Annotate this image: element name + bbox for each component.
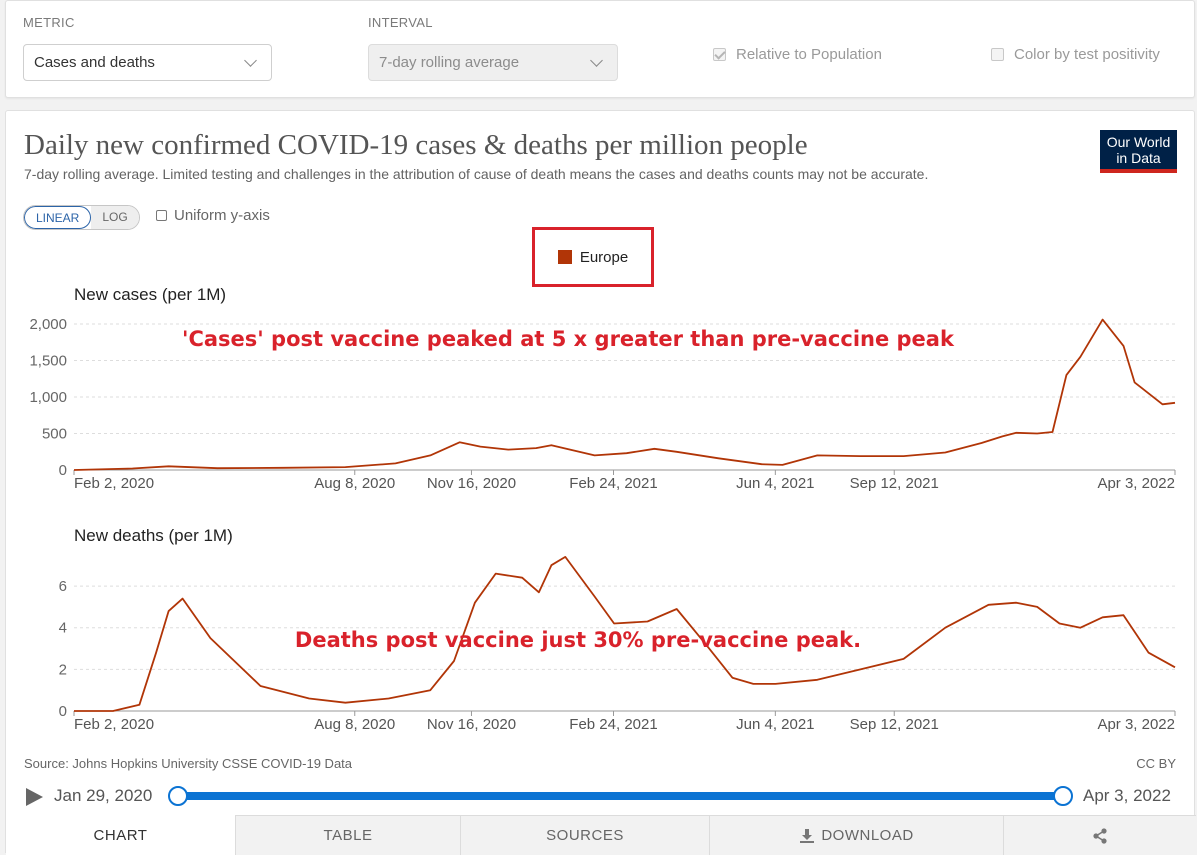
- scale-toggle: LINEAR LOG: [23, 205, 140, 230]
- x-tick-label: Aug 8, 2020: [314, 716, 395, 733]
- x-tick-label: Nov 16, 2020: [427, 716, 516, 733]
- chart-title: Daily new confirmed COVID-19 cases & dea…: [24, 129, 808, 161]
- x-tick-label: Apr 3, 2022: [1097, 716, 1175, 733]
- legend-label: Europe: [579, 248, 629, 266]
- tab-bar: CHART TABLE SOURCES DOWNLOAD: [6, 815, 1196, 855]
- panel-title: New deaths (per 1M): [74, 526, 233, 545]
- logo-line-1: Our World: [1106, 134, 1171, 150]
- legend[interactable]: Europe: [532, 227, 654, 287]
- relative-checkbox[interactable]: [713, 48, 726, 61]
- x-tick-label: Sep 12, 2021: [850, 716, 939, 733]
- timeline-start-label: Jan 29, 2020: [54, 786, 153, 805]
- y-tick-label: 0: [59, 703, 67, 720]
- download-icon: [800, 828, 815, 843]
- owid-logo[interactable]: Our World in Data: [1100, 130, 1177, 173]
- timeline-start-handle[interactable]: [168, 786, 188, 806]
- y-tick-label: 500: [42, 426, 67, 443]
- interval-label: INTERVAL: [368, 15, 433, 30]
- y-tick-label: 1,000: [29, 389, 67, 406]
- y-tick-label: 2,000: [29, 316, 67, 333]
- metric-value: Cases and deaths: [34, 54, 155, 71]
- x-tick-label: Feb 24, 2021: [569, 475, 657, 492]
- tab-chart-label: CHART: [93, 826, 148, 844]
- panel-title: New cases (per 1M): [74, 285, 226, 304]
- relative-to-population-option[interactable]: Relative to Population: [713, 46, 882, 63]
- tab-sources-label: SOURCES: [546, 827, 624, 844]
- timeline-end-label: Apr 3, 2022: [1083, 786, 1171, 805]
- chart-subtitle: 7-day rolling average. Limited testing a…: [24, 166, 929, 182]
- timeline: Jan 29, 2020 Apr 3, 2022: [6, 779, 1196, 813]
- x-tick-label: Feb 2, 2020: [74, 475, 154, 492]
- x-tick-label: Feb 2, 2020: [74, 716, 154, 733]
- tab-sources[interactable]: SOURCES: [461, 815, 710, 855]
- series-line-europe: [73, 318, 1176, 471]
- color-by-positivity-option[interactable]: Color by test positivity: [991, 46, 1160, 63]
- series-line-europe: [74, 555, 1176, 712]
- positivity-checkbox[interactable]: [991, 48, 1004, 61]
- log-scale-button[interactable]: LOG: [91, 206, 139, 229]
- linear-scale-button[interactable]: LINEAR: [24, 206, 92, 229]
- x-tick-label: Sep 12, 2021: [850, 475, 939, 492]
- interval-value: 7-day rolling average: [379, 54, 520, 71]
- legend-swatch: [557, 250, 572, 264]
- x-tick-label: Aug 8, 2020: [314, 475, 395, 492]
- share-icon: [1093, 827, 1107, 844]
- logo-line-2: in Data: [1116, 150, 1161, 166]
- timeline-track[interactable]: [178, 792, 1064, 800]
- metric-select[interactable]: Cases and deaths: [23, 44, 272, 81]
- metric-label: METRIC: [23, 15, 75, 30]
- tab-share[interactable]: [1004, 815, 1196, 855]
- x-tick-label: Nov 16, 2020: [427, 475, 516, 492]
- chart-annotation: Deaths post vaccine just 30% pre-vaccine…: [295, 628, 861, 652]
- play-icon[interactable]: [26, 788, 43, 806]
- positivity-label: Color by test positivity: [1014, 46, 1160, 63]
- chart-annotation: 'Cases' post vaccine peaked at 5 x great…: [182, 327, 955, 351]
- tab-chart[interactable]: CHART: [6, 815, 236, 855]
- x-tick-label: Feb 24, 2021: [569, 716, 657, 733]
- controls-bar: METRIC Cases and deaths INTERVAL 7-day r…: [5, 0, 1195, 98]
- uniform-checkbox[interactable]: [156, 210, 167, 221]
- uniform-label: Uniform y-axis: [174, 207, 270, 224]
- tab-table[interactable]: TABLE: [236, 815, 461, 855]
- x-tick-label: Apr 3, 2022: [1097, 475, 1175, 492]
- tab-table-label: TABLE: [323, 827, 373, 844]
- x-tick-label: Jun 4, 2021: [736, 716, 814, 733]
- timeline-end-handle[interactable]: [1053, 786, 1073, 806]
- y-tick-label: 4: [59, 620, 67, 637]
- chart-card: Daily new confirmed COVID-19 cases & dea…: [5, 110, 1196, 855]
- uniform-y-axis-option[interactable]: Uniform y-axis: [156, 207, 270, 224]
- y-tick-label: 1,500: [29, 353, 67, 370]
- charts-svg: New cases (per 1M) 0 500 1,000 1,500 2,000 Feb…: [29, 285, 1176, 733]
- y-tick-label: 6: [59, 578, 67, 595]
- chevron-down-icon: [244, 53, 257, 67]
- y-tick-label: 2: [59, 661, 67, 678]
- relative-label: Relative to Population: [736, 46, 882, 63]
- interval-select[interactable]: 7-day rolling average: [368, 44, 618, 81]
- y-tick-label: 0: [59, 462, 67, 479]
- tab-download-label: DOWNLOAD: [821, 827, 914, 844]
- source-note[interactable]: Source: Johns Hopkins University CSSE CO…: [24, 756, 353, 771]
- license-link[interactable]: CC BY: [1136, 756, 1176, 771]
- x-tick-label: Jun 4, 2021: [736, 475, 814, 492]
- chevron-down-icon: [590, 53, 603, 67]
- tab-download[interactable]: DOWNLOAD: [710, 815, 1004, 855]
